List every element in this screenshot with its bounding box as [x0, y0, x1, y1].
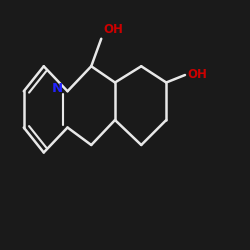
- Text: N: N: [52, 82, 63, 95]
- Text: OH: OH: [188, 68, 208, 82]
- Text: OH: OH: [104, 23, 124, 36]
